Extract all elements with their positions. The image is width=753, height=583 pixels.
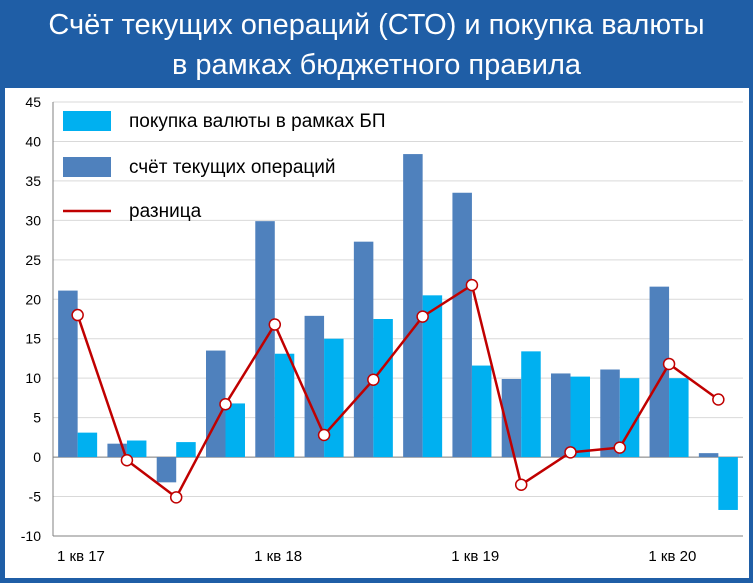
y-tick-label: 5 [33, 410, 41, 426]
legend-label: счёт текущих операций [129, 157, 336, 178]
bar-fx-purchase [373, 319, 393, 458]
chart-title-line-1: Счёт текущих операций (СТО) и покупка ва… [48, 9, 705, 41]
bar-current-account [551, 373, 571, 458]
bar-fx-purchase [471, 365, 492, 458]
y-tick-label: 35 [25, 173, 41, 189]
bar-fx-purchase [570, 376, 590, 458]
bar-current-account [698, 453, 719, 458]
difference-point [465, 278, 479, 292]
bar-fx-purchase [669, 378, 689, 458]
bar-current-account [403, 154, 423, 458]
bar-current-account [353, 241, 374, 458]
x-tick-label: 1 кв 17 [57, 548, 105, 565]
x-tick-label: 1 кв 20 [648, 548, 696, 565]
difference-line [76, 283, 720, 500]
difference-point [219, 397, 232, 411]
bar-current-account [156, 457, 177, 483]
difference-point [514, 478, 528, 491]
y-tick-label: 25 [25, 252, 41, 268]
difference-point [120, 453, 134, 467]
y-tick-label: -10 [21, 528, 41, 544]
bar-fx-purchase [422, 295, 443, 458]
bar-current-account [649, 286, 670, 458]
legend-swatch [63, 111, 111, 131]
difference-point [268, 318, 282, 331]
y-tick-label: 40 [25, 133, 41, 149]
difference-point [317, 428, 331, 442]
bar-fx-purchase [521, 351, 541, 458]
x-tick-label: 1 кв 19 [451, 548, 499, 565]
bar-fx-purchase [718, 457, 738, 510]
bar-current-account [600, 369, 620, 458]
chart-title-line-2: в рамках бюджетного правила [171, 49, 582, 81]
chart-title: Счёт текущих операций (СТО) и покупка ва… [0, 0, 753, 88]
y-tick-label: 30 [25, 212, 41, 228]
bar-current-account [501, 378, 522, 458]
bar-current-account [58, 290, 78, 458]
plot-panel: -10 -5 0 5 10 15 20 25 30 35 40 45 1 кв 17 1 кв 18 1 к… [5, 88, 749, 578]
bar-fx-purchase [225, 403, 245, 458]
difference-point [564, 446, 577, 459]
difference-point [712, 393, 725, 406]
difference-point [169, 491, 183, 504]
difference-point [613, 441, 627, 454]
bar-fx-purchase [274, 353, 295, 458]
difference-point [662, 357, 676, 371]
y-tick-label: 10 [25, 370, 41, 386]
y-tick-label: -5 [29, 489, 42, 505]
bar-current-account [452, 192, 472, 458]
bar-fx-purchase [324, 338, 344, 458]
x-tick-label: 1 кв 18 [254, 548, 302, 565]
legend-label: разница [129, 201, 202, 222]
legend-label: покупка валюты в рамках БП [129, 111, 386, 132]
y-tick-label: 20 [25, 291, 41, 307]
y-tick-label: 45 [25, 94, 41, 110]
chart-svg: -10 -5 0 5 10 15 20 25 30 35 40 45 1 кв 17 1 кв 18 1 к… [21, 94, 743, 565]
difference-point [367, 373, 380, 387]
y-tick-label: 0 [33, 449, 41, 465]
y-tick-label: 15 [25, 331, 41, 347]
legend-swatch [63, 157, 111, 177]
difference-point [71, 308, 84, 322]
bar-fx-purchase [126, 440, 147, 458]
difference-point [416, 310, 429, 323]
bar-fx-purchase [176, 442, 196, 458]
bar-fx-purchase [77, 432, 98, 458]
